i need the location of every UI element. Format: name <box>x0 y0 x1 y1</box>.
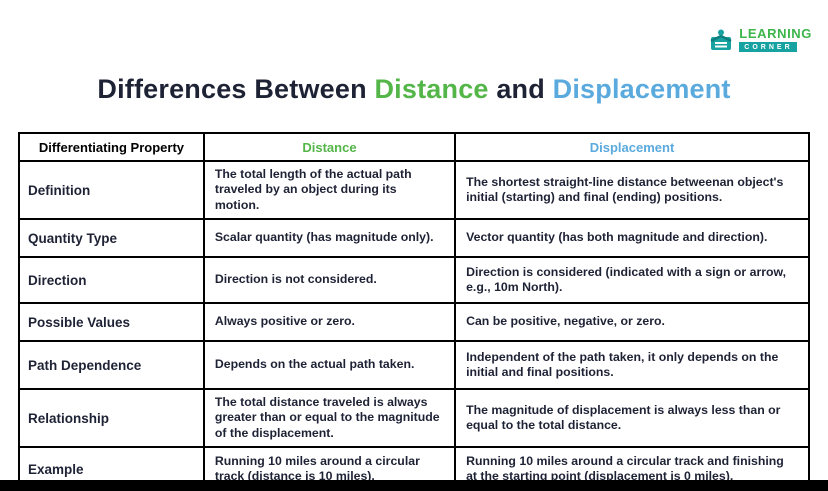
row-distance-cell: Depends on the actual path taken. <box>202 340 457 391</box>
row-property: Relationship <box>18 388 205 449</box>
table-row: Quantity Type Scalar quantity (has magni… <box>18 218 810 259</box>
title-word-displacement: Displacement <box>552 74 731 104</box>
table-row: Direction Direction is not considered. D… <box>18 256 810 305</box>
comparison-table: Differentiating Property Distance Displa… <box>18 132 810 491</box>
logo-line2: CORNER <box>739 42 797 52</box>
table-row: Possible Values Always positive or zero.… <box>18 302 810 343</box>
title-word-distance: Distance <box>374 74 489 104</box>
row-displacement-cell: Vector quantity (has both magnitude and … <box>454 218 810 259</box>
logo-line1: LEARNING <box>739 26 812 41</box>
table-row: Definition The total length of the actua… <box>18 159 810 221</box>
row-property: Definition <box>18 159 205 221</box>
row-property: Quantity Type <box>18 218 205 259</box>
row-property: Path Dependence <box>18 340 205 391</box>
header-displacement: Displacement <box>454 132 810 162</box>
learning-logo-text: LEARNING CORNER <box>739 27 812 52</box>
row-distance-cell: Scalar quantity (has magnitude only). <box>202 218 457 259</box>
row-displacement-cell: The shortest straight-line distance betw… <box>454 159 810 221</box>
row-displacement-cell: Can be positive, negative, or zero. <box>454 302 810 343</box>
title-prefix: Differences Between <box>97 74 375 104</box>
table-row: Relationship The total distance traveled… <box>18 388 810 449</box>
row-property: Possible Values <box>18 302 205 343</box>
row-distance-cell: The total distance traveled is always gr… <box>202 388 457 449</box>
learning-logo-icon <box>708 27 734 53</box>
row-property: Direction <box>18 256 205 305</box>
comparison-table-wrapper: Differentiating Property Distance Displa… <box>18 132 810 491</box>
row-distance-cell: The total length of the actual path trav… <box>202 159 457 221</box>
table-row: Path Dependence Depends on the actual pa… <box>18 340 810 391</box>
row-displacement-cell: Direction is considered (indicated with … <box>454 256 810 305</box>
header-distance: Distance <box>202 132 457 162</box>
title-and: and <box>488 74 553 104</box>
row-distance-cell: Direction is not considered. <box>202 256 457 305</box>
learning-logo: LEARNING CORNER <box>708 27 812 53</box>
footer-bar <box>0 480 828 491</box>
row-displacement-cell: The magnitude of displacement is always … <box>454 388 810 449</box>
row-distance-cell: Always positive or zero. <box>202 302 457 343</box>
page-title: Differences Between Distance and Displac… <box>0 0 828 105</box>
row-displacement-cell: Independent of the path taken, it only d… <box>454 340 810 391</box>
header-row: Differentiating Property Distance Displa… <box>18 132 810 162</box>
header-property: Differentiating Property <box>18 132 205 162</box>
